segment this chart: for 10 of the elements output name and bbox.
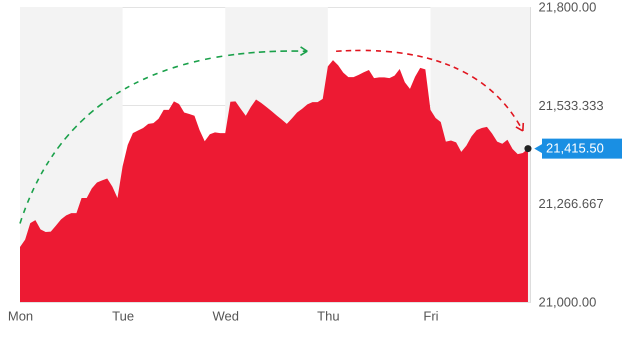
x-tick-label: Wed: [212, 308, 239, 324]
y-tick-label: 21,800.00: [538, 0, 596, 14]
y-tick-label: 21,266.667: [538, 196, 604, 212]
text: 21,415.50: [546, 140, 604, 156]
y-tick-label: 21,000.00: [538, 294, 596, 310]
x-tick-label: Mon: [8, 308, 34, 324]
x-tick-label: Tue: [112, 308, 134, 324]
x-tick-label: Fri: [423, 308, 439, 324]
x-tick-label: Thu: [317, 308, 340, 324]
y-tick-label: 21,533.333: [538, 98, 604, 113]
